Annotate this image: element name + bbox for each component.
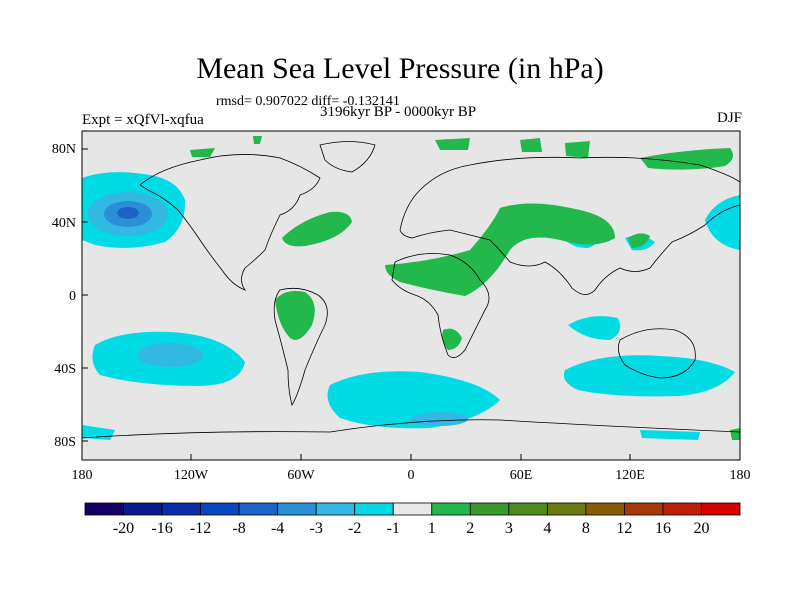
lon-tick-120w: 120W bbox=[173, 468, 209, 483]
colorbar-label: 12 bbox=[616, 520, 633, 537]
map-title: Mean Sea Level Pressure (in hPa) bbox=[196, 52, 604, 85]
lat-tick-40s: 40S bbox=[54, 362, 76, 377]
colorbar-label: 3 bbox=[504, 520, 513, 537]
season-label: DJF bbox=[716, 110, 742, 126]
colorbar-swatch bbox=[508, 502, 548, 516]
colorbar-swatch bbox=[701, 502, 741, 516]
colorbar-swatch bbox=[200, 502, 240, 516]
colorbar-label: -12 bbox=[189, 520, 212, 537]
negative-anomaly-south-pacific-inner bbox=[137, 343, 203, 367]
lon-tick-180e: 180 bbox=[729, 468, 751, 483]
coast-africa bbox=[391, 253, 490, 358]
colorbar-swatch bbox=[431, 502, 471, 516]
coast-australia bbox=[617, 328, 696, 379]
colorbar-swatch bbox=[546, 502, 587, 516]
coast-south-america bbox=[273, 287, 328, 407]
lon-tick-120e: 120E bbox=[615, 468, 645, 483]
colorbar bbox=[84, 502, 741, 516]
colorbar-label: 4 bbox=[543, 520, 552, 537]
colorbar-label: -1 bbox=[386, 520, 400, 537]
negative-anomaly-antarctic-east bbox=[640, 430, 700, 440]
positive-anomaly-arctic-1 bbox=[190, 148, 215, 157]
positive-anomaly-north-atlantic bbox=[282, 211, 352, 247]
colorbar-swatch bbox=[277, 502, 317, 516]
negative-anomaly-east-indian bbox=[568, 316, 621, 340]
stats-text: rmsd= 0.907022 diff= -0.132141 bbox=[216, 94, 400, 109]
lat-tick-40n: 40N bbox=[51, 216, 76, 231]
colorbar-swatch bbox=[123, 502, 163, 516]
lon-tick-0: 0 bbox=[407, 468, 415, 483]
coast-greenland bbox=[319, 141, 376, 173]
positive-anomaly-siberia bbox=[640, 148, 734, 170]
positive-anomaly-arctic-4 bbox=[565, 141, 590, 158]
experiment-label: Expt = xQfVl-xqfua bbox=[82, 112, 204, 128]
colorbar-label: -4 bbox=[270, 520, 285, 537]
colorbar-label: 16 bbox=[654, 520, 671, 537]
colorbar-swatch bbox=[662, 502, 702, 516]
lat-tick-0: 0 bbox=[69, 289, 76, 304]
anomaly-fields bbox=[82, 136, 740, 440]
colorbar-swatch bbox=[315, 502, 356, 516]
colorbar-swatch bbox=[238, 502, 279, 516]
colorbar-label: -16 bbox=[151, 520, 173, 537]
period-text: 3196kyr BP - 0000kyr BP bbox=[320, 104, 477, 120]
colorbar-label: 20 bbox=[693, 520, 710, 537]
lat-tick-80n: 80N bbox=[51, 142, 76, 157]
lat-tick-80s: 80S bbox=[54, 435, 76, 450]
colorbar-swatch bbox=[624, 502, 664, 516]
positive-anomaly-east-asia bbox=[628, 233, 650, 248]
colorbar-label: -2 bbox=[348, 520, 362, 537]
coast-eurasia bbox=[399, 156, 740, 295]
colorbar-label: -3 bbox=[309, 520, 323, 537]
colorbar-label: 2 bbox=[466, 520, 475, 537]
colorbar-swatch bbox=[354, 502, 394, 516]
positive-anomaly-arctic-5 bbox=[253, 136, 262, 144]
negative-anomaly-north-pacific-deep bbox=[117, 207, 139, 219]
positive-anomaly-eurasia-band bbox=[385, 203, 615, 296]
negative-anomaly-antarctic-inner bbox=[412, 412, 468, 426]
lon-tick-180w: 180 bbox=[71, 468, 93, 483]
positive-anomaly-arctic-3 bbox=[520, 138, 542, 152]
coast-north-america bbox=[139, 154, 321, 291]
colorbar-swatch bbox=[585, 502, 625, 516]
colorbar-swatch bbox=[84, 502, 124, 516]
coast-antarctica bbox=[82, 419, 740, 439]
colorbar-label: -8 bbox=[232, 520, 246, 537]
positive-anomaly-arctic-2 bbox=[435, 138, 470, 150]
positive-anomaly-tropical-atlantic bbox=[275, 291, 315, 340]
colorbar-label: -20 bbox=[112, 520, 135, 537]
negative-anomaly-northwest-pacific bbox=[705, 195, 740, 250]
colorbar-label: 1 bbox=[427, 520, 436, 537]
coastlines bbox=[82, 141, 740, 439]
tick-marks bbox=[82, 148, 631, 460]
positive-anomaly-southern-africa bbox=[442, 328, 462, 350]
colorbar-label: 8 bbox=[581, 520, 590, 537]
lon-tick-60e: 60E bbox=[509, 468, 533, 483]
positive-anomaly-antarctic bbox=[730, 428, 740, 440]
colorbar-swatch bbox=[392, 502, 433, 516]
lon-tick-60w: 60W bbox=[287, 468, 315, 483]
colorbar-swatch bbox=[469, 502, 510, 516]
colorbar-swatch bbox=[161, 502, 201, 516]
